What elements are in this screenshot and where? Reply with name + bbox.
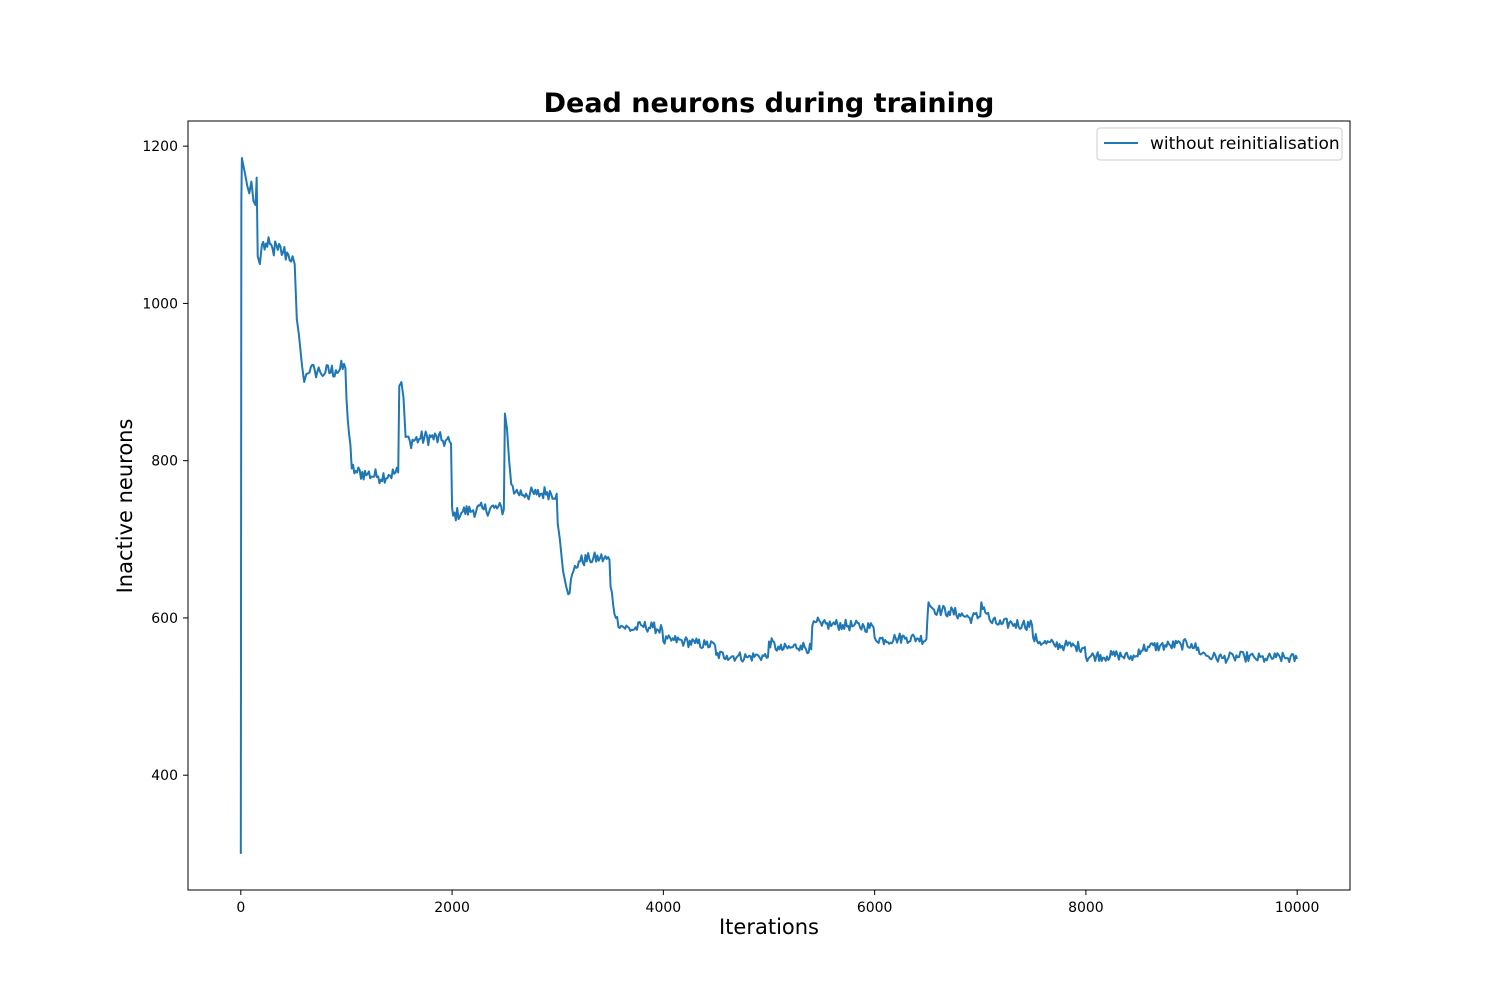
y-tick-label: 1000: [142, 296, 178, 312]
y-axis-ticks: 400 600 800 1000 1200: [142, 139, 188, 784]
x-tick-label: 4000: [646, 900, 682, 916]
x-axis-ticks: 0 2000 4000 6000 8000 10000: [236, 890, 1319, 916]
y-axis-label: Inactive neurons: [113, 419, 137, 594]
legend-entry: without reinitialisation: [1150, 134, 1340, 154]
y-tick-label: 800: [151, 454, 178, 470]
chart-title: Dead neurons during training: [544, 88, 995, 119]
legend-box: [1096, 127, 1343, 161]
y-tick-label: 1200: [142, 139, 178, 155]
y-tick-label: 600: [151, 611, 178, 627]
x-tick-label: 0: [236, 900, 245, 916]
x-axis-label: Iterations: [719, 915, 819, 939]
axes-frame: [187, 120, 1351, 891]
x-tick-label: 8000: [1068, 900, 1104, 916]
x-tick-label: 10000: [1275, 900, 1320, 916]
y-tick-label: 400: [151, 768, 178, 784]
x-tick-label: 6000: [857, 900, 893, 916]
x-tick-label: 2000: [434, 900, 470, 916]
plot-area: [239, 156, 1299, 854]
legend: without reinitialisation: [1096, 127, 1343, 161]
series-line: [239, 156, 1299, 854]
